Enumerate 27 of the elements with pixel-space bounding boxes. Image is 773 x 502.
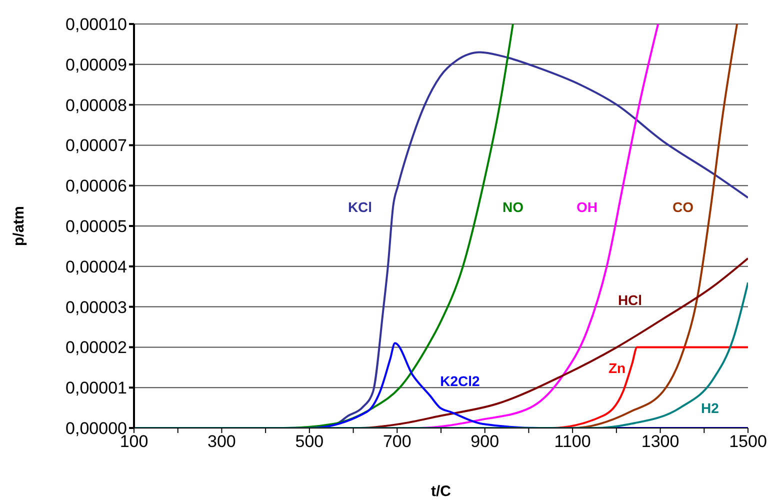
- x-tick-label: 300: [208, 432, 236, 452]
- y-tick-label: 0,00005: [66, 217, 127, 236]
- series-label: KCl: [348, 199, 372, 215]
- x-axis-title: t/C: [431, 483, 452, 500]
- y-tick-label: 0,00002: [66, 338, 127, 358]
- series-label: H2: [701, 400, 719, 416]
- y-tick-label: 0,00003: [66, 298, 127, 317]
- y-tick-label: 0,00006: [66, 176, 127, 196]
- series-label: Zn: [608, 360, 626, 376]
- y-tick-label: 0,00007: [66, 136, 127, 156]
- series-label: CO: [672, 199, 694, 215]
- series-label: NO: [502, 199, 524, 215]
- y-axis-title: p/atm: [10, 206, 28, 246]
- x-tick-label: 500: [295, 432, 324, 452]
- series-label: HCl: [618, 292, 642, 308]
- x-tick-label: 900: [470, 432, 500, 452]
- y-tick-label: 0,00008: [66, 96, 127, 115]
- y-tick-label: 0,00004: [66, 257, 127, 276]
- series-label: K2Cl2: [440, 373, 480, 389]
- y-tick-label: 0,00010: [66, 15, 127, 34]
- x-tick-label: 1500: [729, 432, 767, 452]
- x-tick-label: 1100: [554, 432, 591, 452]
- x-tick-label: 1300: [641, 432, 680, 452]
- y-tick-label: 0,00001: [66, 378, 127, 398]
- series-label: OH: [576, 199, 598, 215]
- x-tick-label: 700: [382, 432, 412, 452]
- y-tick-label: 0,00009: [66, 55, 127, 74]
